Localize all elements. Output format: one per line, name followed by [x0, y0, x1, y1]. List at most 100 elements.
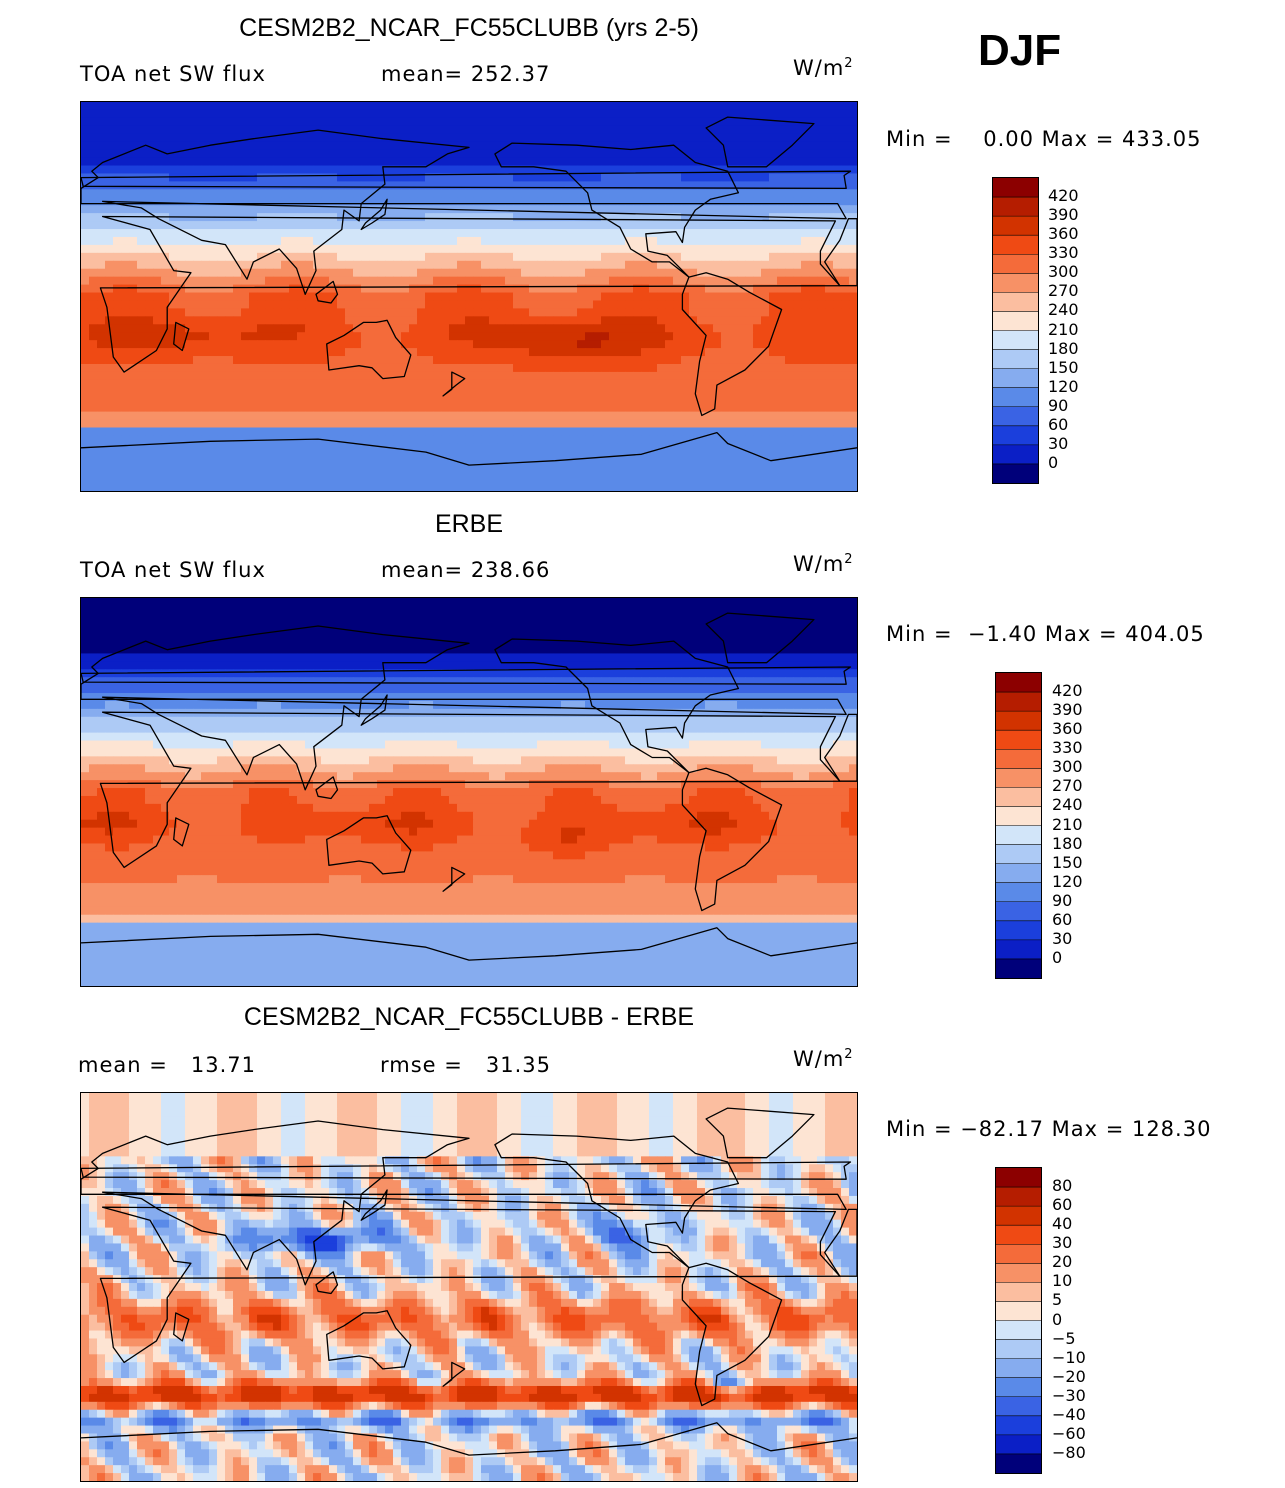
units-label-diff: W/m2	[793, 1047, 854, 1071]
units-base: W/m	[793, 1047, 845, 1071]
coastline-path	[360, 1189, 388, 1221]
panel-left-label-obs: TOA net SW flux	[80, 558, 266, 582]
coastlines	[81, 1107, 857, 1456]
colorbar-swatch	[996, 939, 1041, 960]
colorbar-swatch	[996, 1301, 1041, 1322]
colorbar-swatch	[996, 1396, 1041, 1417]
colorbar-tick-label: 120	[1052, 871, 1083, 891]
colorbar-swatch	[996, 882, 1041, 903]
panel-title-obs: ERBE	[434, 510, 504, 538]
colorbar-swatch	[996, 1415, 1041, 1436]
coastline-path	[705, 1107, 815, 1159]
minmax-obs: Min = −1.40 Max = 404.05	[886, 622, 1205, 646]
colorbar-swatch	[996, 1168, 1041, 1188]
colorbar-swatch	[993, 292, 1038, 313]
colorbar-swatch	[996, 1187, 1041, 1207]
coastline-path	[681, 1262, 783, 1407]
coastline-path	[360, 198, 388, 231]
panel-left-label-model: TOA net SW flux	[80, 62, 266, 86]
map-plot-diff	[81, 1093, 857, 1481]
colorbar-tick-label: 240	[1052, 795, 1083, 815]
panel-center-label-obs: mean= 238.66	[381, 558, 551, 582]
map-diff	[80, 1092, 858, 1482]
coastline-path	[99, 215, 841, 373]
colorbar-tick-label: 40	[1052, 1214, 1073, 1234]
coastline-path	[705, 116, 815, 168]
colorbar-tick-label: −30	[1052, 1385, 1086, 1405]
map-field	[81, 1093, 857, 1481]
coastline-path	[81, 129, 847, 295]
colorbar-swatch	[996, 863, 1041, 884]
coastline-path	[824, 713, 857, 782]
coastline-path	[824, 1208, 857, 1277]
colorbar-tick-label: −40	[1052, 1404, 1086, 1424]
coastline-path	[99, 711, 841, 869]
map-field	[81, 102, 857, 491]
colorbar-model	[992, 177, 1039, 484]
colorbar-tick-label: 0	[1052, 1309, 1063, 1329]
colorbar-swatch	[996, 920, 1041, 941]
coastline-path	[360, 694, 388, 726]
colorbar-swatch	[996, 901, 1041, 922]
coastline-path	[81, 1120, 847, 1286]
colorbar-tick-label: 150	[1052, 852, 1083, 872]
coastline-path	[315, 776, 339, 800]
colorbar-diff	[995, 1167, 1042, 1474]
colorbar-tick-label: 5	[1052, 1290, 1063, 1310]
colorbar-tick-label: −60	[1052, 1423, 1086, 1443]
colorbar-tick-label: 30	[1052, 928, 1073, 948]
colorbar-tick-label: 420	[1052, 681, 1083, 701]
colorbar-swatch	[996, 787, 1041, 808]
colorbar-swatch	[993, 444, 1038, 465]
coastline-path	[81, 170, 852, 190]
colorbar-swatch	[993, 349, 1038, 370]
colorbar-swatch	[996, 825, 1041, 846]
colorbar-tick-label: 120	[1048, 376, 1079, 396]
coastline-path	[81, 666, 852, 685]
colorbar-tick-label: 270	[1052, 776, 1083, 796]
colorbar-swatch	[996, 1453, 1041, 1473]
coastline-path	[494, 638, 740, 774]
colorbar-tick-label: 60	[1052, 909, 1073, 929]
colorbar-tick-label: 180	[1048, 338, 1079, 358]
colorbar-swatch	[993, 368, 1038, 389]
map-model	[80, 101, 858, 492]
units-base: W/m	[793, 552, 845, 576]
colorbar-swatch	[996, 692, 1041, 712]
colorbar-swatch	[996, 1244, 1041, 1264]
coastline-path	[326, 1310, 412, 1370]
colorbar-tick-label: −20	[1052, 1366, 1086, 1386]
units-base: W/m	[793, 56, 845, 80]
colorbar-tick-label: 80	[1052, 1176, 1073, 1196]
map-obs	[80, 597, 858, 987]
colorbar-swatch	[996, 1358, 1041, 1379]
coastline-path	[315, 1271, 339, 1295]
colorbar-tick-label: 0	[1052, 947, 1063, 967]
colorbar-swatch	[993, 387, 1038, 408]
coastline-path	[824, 218, 857, 287]
panel-center-label-diff: rmse = 31.35	[380, 1053, 551, 1077]
colorbar-swatch	[996, 1225, 1041, 1245]
colorbar-swatch	[993, 235, 1038, 255]
colorbar-tick-label: 60	[1052, 1195, 1073, 1215]
colorbar-tick-label: 0	[1048, 452, 1059, 472]
colorbar-swatch	[996, 1282, 1041, 1303]
colorbar-tick-label: 300	[1052, 757, 1083, 777]
colorbar-swatch	[993, 216, 1038, 236]
panel-left-label-diff: mean = 13.71	[78, 1053, 256, 1077]
coastline-path	[81, 927, 857, 961]
colorbar-swatch	[993, 311, 1038, 332]
colorbar-tick-label: 360	[1052, 719, 1083, 739]
coastline-path	[173, 321, 190, 352]
colorbar-swatch	[996, 1206, 1041, 1226]
colorbar-tick-label: 300	[1048, 262, 1079, 282]
colorbar-tick-label: 180	[1052, 833, 1083, 853]
colorbar-tick-label: 390	[1052, 700, 1083, 720]
colorbar-swatch	[993, 197, 1038, 217]
colorbar-tick-label: −10	[1052, 1347, 1086, 1367]
map-plot-model	[81, 102, 857, 491]
coastline-path	[681, 272, 783, 417]
coastline-path	[681, 767, 783, 912]
map-field	[81, 598, 857, 986]
colorbar-swatches-model	[993, 178, 1038, 483]
